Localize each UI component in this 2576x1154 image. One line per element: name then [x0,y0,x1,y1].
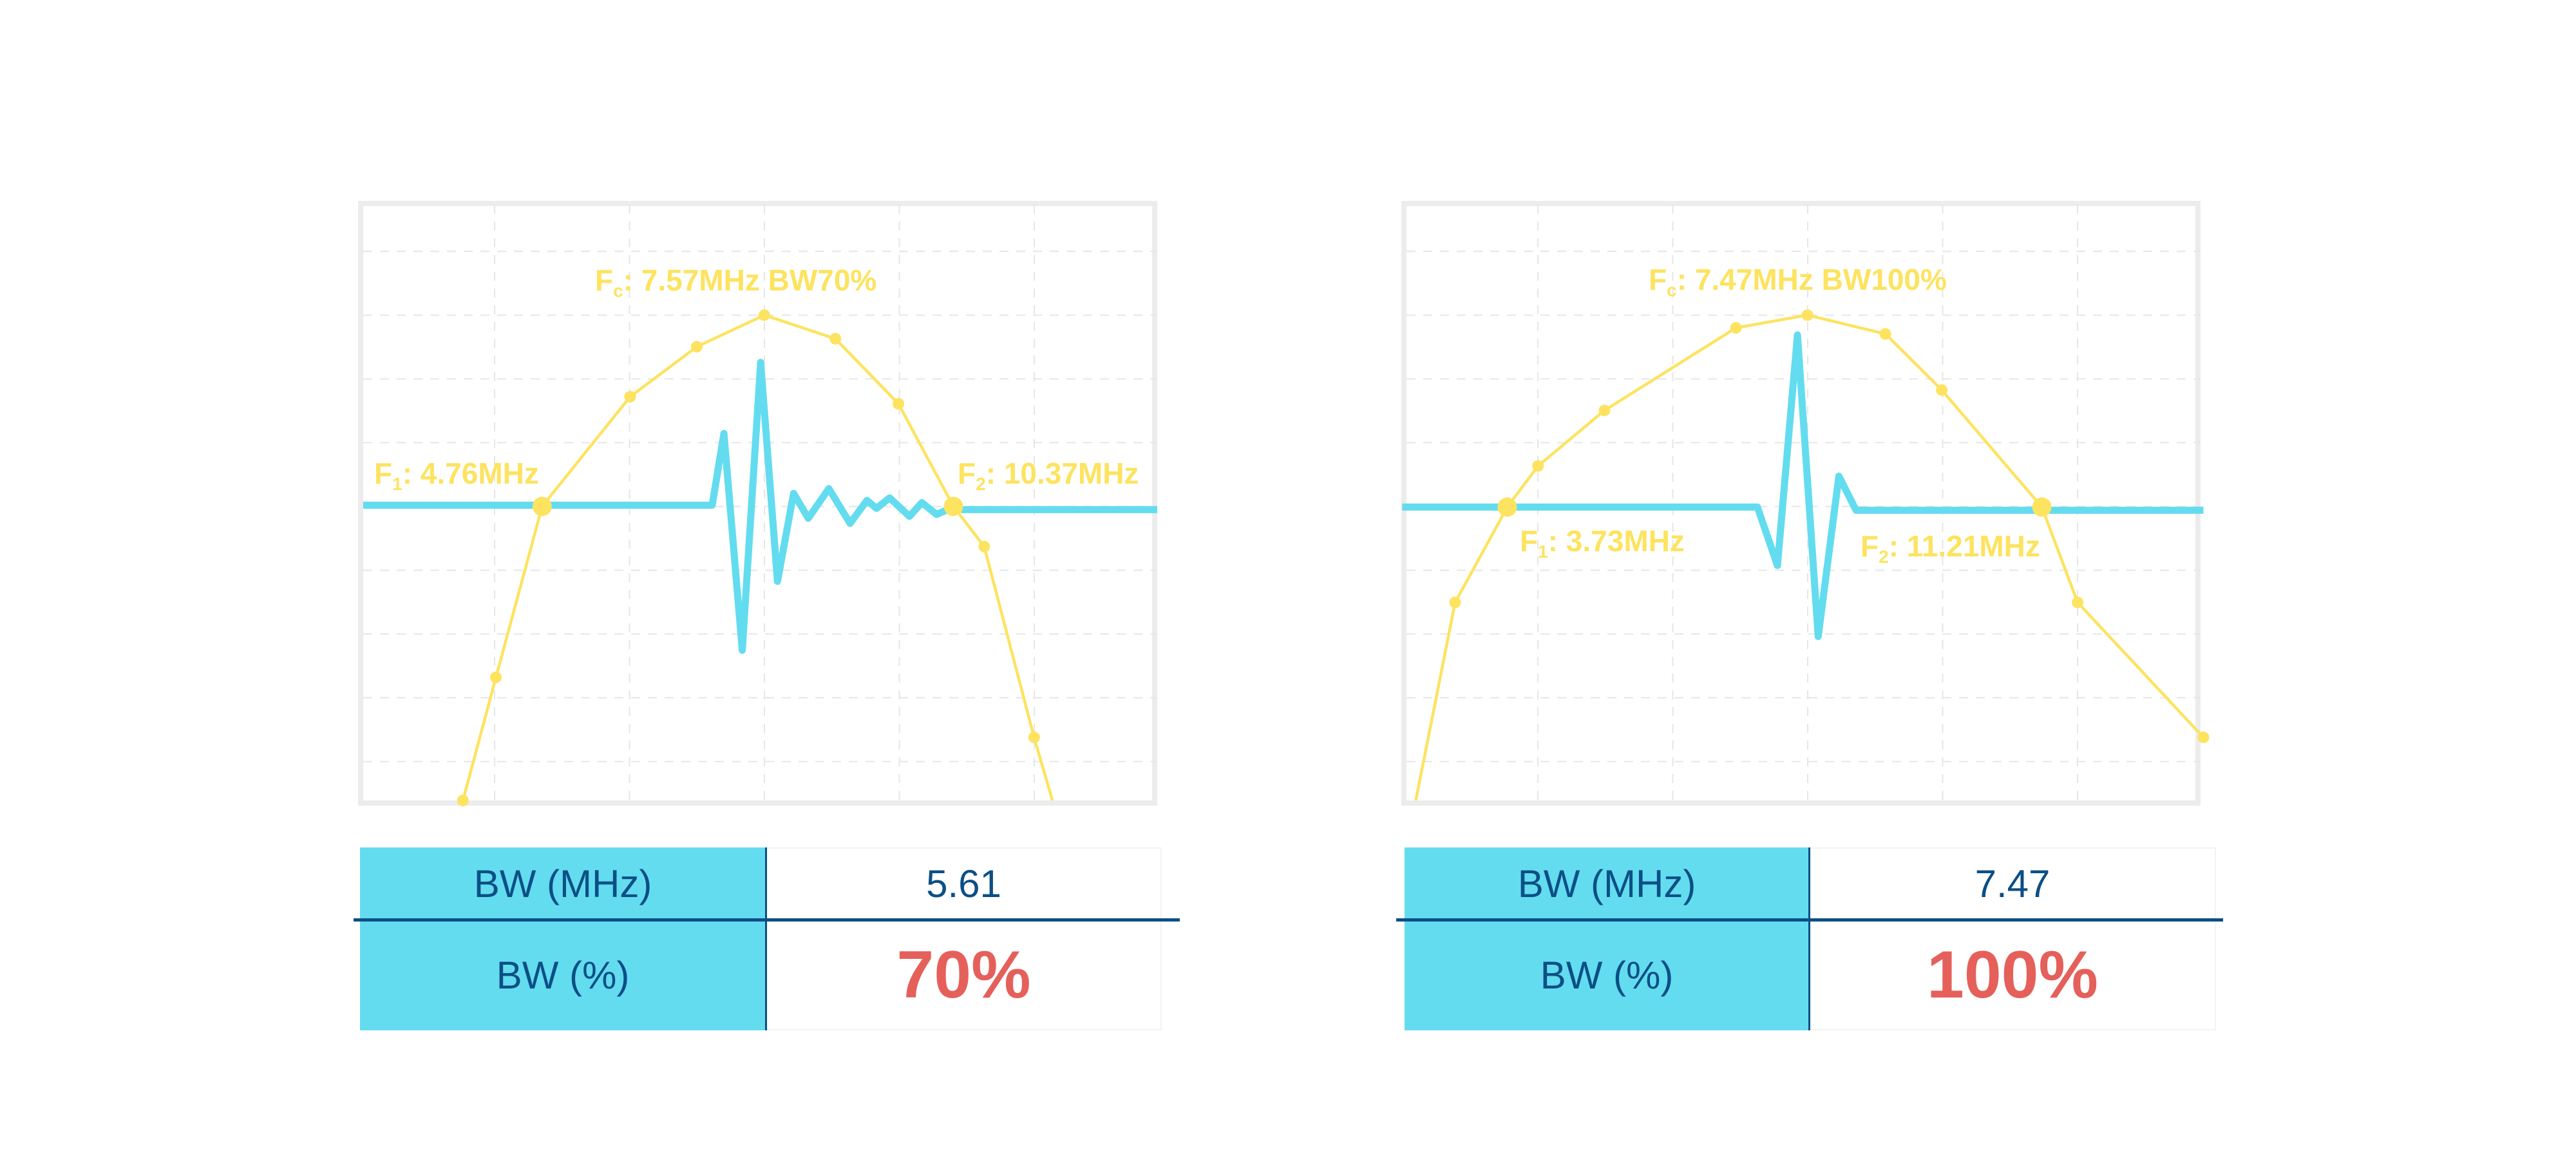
f2-sub: 2 [976,474,986,494]
table-column-divider [1808,847,1810,1030]
cutoff-frequency-point [2032,497,2052,517]
f2-text: : 11.21MHz [1888,529,2040,563]
fc-label-cmut: Fc: 7.47MHz BW100% [1649,262,1947,301]
fc-text: : 7.47MHz BW100% [1676,263,1947,296]
frequency-response-point [758,309,770,321]
fc-sub: c [1667,280,1677,300]
frequency-response-point [624,391,636,403]
f2-sub: 2 [1879,547,1889,567]
frequency-response-point [1598,404,1611,417]
f1-prefix: F [374,457,393,490]
f2-label-cmut: F2: 11.21MHz [1861,529,2040,567]
frequency-response-point [1879,328,1891,340]
cutoff-frequency-point [1497,497,1517,517]
chart-pzt [363,205,1157,806]
f1-label-pzt: F1: 4.76MHz [374,456,539,495]
row-label-bw-mhz: BW (MHz) [1517,862,1696,905]
fc-prefix: F [595,263,614,297]
fc-prefix: F [1649,263,1667,296]
table-border [1809,847,2216,1030]
frequency-response-point [490,671,502,683]
chart-frame-pzt [358,201,1157,806]
f2-prefix: F [1861,529,1879,563]
table-row-divider [354,918,1180,922]
frequency-response-point [893,397,905,410]
panel-title-cmut: CMUT linear array [1591,98,2246,213]
f2-text: : 10.37MHz [985,457,1139,490]
bandwidth-table-cmut: BW (MHz) BW (%) 7.47 100% [1405,847,2216,1030]
frequency-response-point [829,332,842,345]
value-bw-percent: 70% [896,937,1031,1012]
value-bw-percent: 100% [1927,937,2098,1012]
table-row-divider [1396,918,2223,922]
table-header-column [1405,847,1809,1030]
frequency-response-point [1936,384,1948,396]
chart-frame-cmut [1401,201,2201,806]
table-header-column [360,847,766,1030]
row-label-bw-percent: BW (%) [1540,953,1674,997]
chart-cmut [1402,205,2210,801]
f1-prefix: F [1520,524,1539,558]
frequency-response-point [2072,596,2084,609]
bandwidth-table-pzt: BW (MHz) BW (%) 5.61 70% [360,847,1162,1030]
f2-label-pzt: F2: 10.37MHz [958,456,1139,495]
row-label-bw-mhz: BW (MHz) [473,862,652,905]
fc-sub: c [613,281,623,301]
frequency-response-point [1449,596,1461,609]
f1-text: : 4.76MHz [402,457,539,490]
fc-label-pzt: Fc: 7.57MHz BW70% [595,263,876,301]
fc-text: : 7.57MHz BW70% [623,263,877,297]
frequency-response-point [2197,731,2210,743]
value-bw-mhz: 7.47 [1975,862,2050,905]
table-column-divider [765,847,767,1030]
frequency-response-line [1414,314,2205,801]
f2-prefix: F [958,457,976,490]
f1-label-cmut: F1: 3.73MHz [1520,524,1685,562]
frequency-response-point [1532,460,1544,472]
pulse-waveform-line [363,359,1157,654]
frequency-response-point [1801,309,1814,321]
panel-title-pzt: PZT linear array [570,98,1144,213]
frequency-response-point [978,540,990,553]
frequency-response-point [691,341,703,353]
f1-sub: 1 [1538,542,1548,562]
frequency-response-point [457,795,469,806]
frequency-response-line [461,314,1054,801]
row-label-bw-percent: BW (%) [496,953,630,997]
value-bw-mhz: 5.61 [926,862,1001,905]
frequency-response-point [1028,731,1040,743]
pulse-waveform-line [1402,331,2204,640]
frequency-response-point [1730,322,1742,334]
cutoff-frequency-point [943,497,963,516]
cutoff-frequency-point [532,497,552,516]
f1-text: : 3.73MHz [1548,524,1685,558]
f1-sub: 1 [392,474,402,494]
table-border [766,847,1162,1030]
